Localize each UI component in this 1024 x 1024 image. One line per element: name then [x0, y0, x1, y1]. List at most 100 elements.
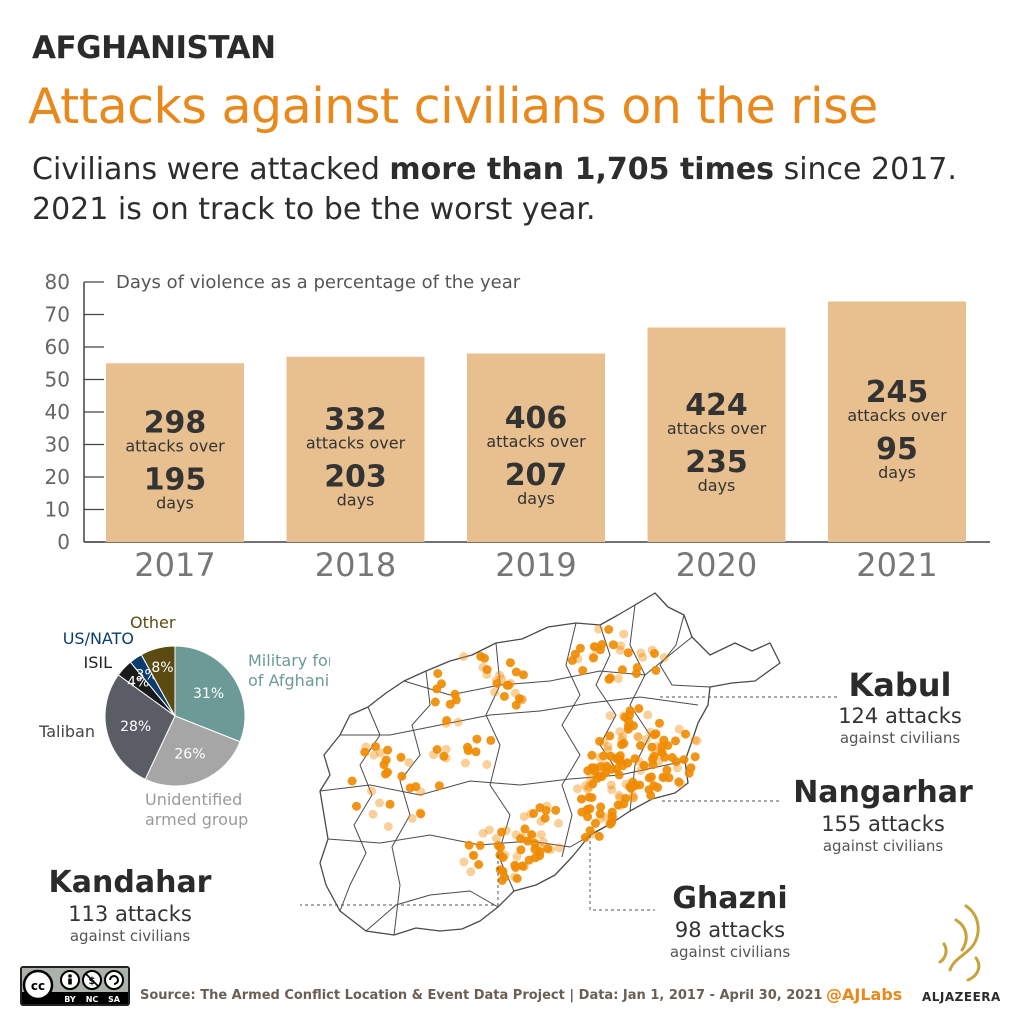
attack-dot	[651, 665, 661, 675]
attack-dot	[655, 718, 664, 728]
bar-attacks-text: attacks over	[306, 433, 406, 452]
callout-nangarhar-name: Nangarhar	[793, 775, 973, 810]
bar-days-text: days	[878, 463, 916, 482]
attack-dot	[495, 670, 505, 680]
y-tick-label: 0	[57, 530, 70, 554]
attack-dot	[530, 838, 540, 848]
attack-dot	[475, 841, 485, 850]
afghanistan-map	[300, 592, 840, 936]
attack-dot	[442, 716, 452, 725]
bar-days-label: 203	[324, 459, 387, 494]
callout-kabul-sub: against civilians	[839, 729, 961, 747]
attack-dot	[605, 819, 615, 829]
attack-dot	[681, 729, 690, 739]
attack-dot	[554, 818, 563, 828]
attack-dot	[352, 801, 361, 811]
attack-dot	[524, 855, 534, 865]
callout-kabul: Kabul 124 attacks against civilians	[780, 666, 1020, 748]
page-title: Attacks against civilians on the rise	[28, 78, 878, 135]
attack-dot	[620, 712, 630, 722]
attack-dot	[594, 771, 604, 781]
attack-dot	[608, 813, 618, 823]
attack-dot	[482, 760, 492, 769]
attack-dot	[535, 847, 545, 857]
callout-kandahar: Kandahar 113 attacks against civilians	[30, 864, 230, 946]
attack-dot	[543, 844, 553, 854]
attack-dot	[432, 745, 442, 754]
attack-dot	[617, 740, 627, 750]
license-badge-graphic: cc $ BY NC SA	[22, 968, 128, 1004]
kicker-label: AFGHANISTAN	[32, 30, 276, 66]
svg-text:cc: cc	[31, 979, 45, 993]
source-note: Source: The Armed Conflict Location & Ev…	[140, 988, 823, 1003]
pie-category-label: Unidentified	[145, 790, 242, 809]
attack-dot	[433, 669, 443, 678]
attack-dot	[674, 777, 684, 787]
subtitle: Civilians were attacked more than 1,705 …	[32, 150, 1022, 230]
attack-dot	[607, 785, 617, 795]
attack-dot	[599, 751, 608, 761]
attack-dot	[595, 814, 605, 824]
subtitle-pre: Civilians were attacked	[32, 152, 390, 187]
attack-dot	[368, 809, 378, 819]
attack-dot	[463, 742, 472, 752]
attack-dot	[451, 695, 461, 705]
pie-category-label: ISIL	[83, 653, 112, 672]
license-badge[interactable]: cc $ BY NC SA	[20, 966, 130, 1006]
attack-dot	[605, 673, 615, 683]
attack-dot	[664, 773, 674, 783]
ajlabs-handle[interactable]: @AJLabs	[826, 985, 903, 1004]
pie-category-label: Other	[130, 613, 176, 632]
pie-slice-other	[140, 645, 176, 717]
attack-dot	[605, 731, 615, 741]
attack-dot	[607, 807, 617, 817]
attack-dot	[595, 736, 605, 746]
attack-dot	[614, 770, 624, 780]
attack-dot	[686, 763, 696, 773]
attack-dot	[520, 824, 530, 834]
pie-category-label: US/NATO	[63, 629, 134, 648]
attack-dot	[584, 792, 594, 802]
attack-dot	[482, 670, 492, 679]
bar-attacks-text: attacks over	[125, 437, 225, 456]
bar-2017	[106, 363, 244, 542]
attack-dot	[582, 804, 592, 814]
bar-days-text: days	[698, 476, 736, 495]
bar-attacks-label: 424	[685, 388, 748, 423]
x-tick-label-2017: 2017	[134, 546, 215, 584]
attack-dot	[519, 862, 528, 872]
attack-dot	[623, 648, 633, 658]
y-tick-label: 50	[45, 368, 70, 392]
attack-dot	[468, 850, 478, 860]
bar-2020	[647, 327, 786, 542]
attack-dot	[625, 706, 635, 716]
bar-2019	[467, 353, 605, 542]
pie-slice-military-forces-of-afghanistan	[174, 645, 246, 743]
attack-dot	[459, 857, 469, 867]
attack-dot	[385, 799, 395, 809]
attack-dot	[505, 658, 515, 668]
bar-attacks-text: attacks over	[667, 419, 767, 438]
y-tick-label: 30	[45, 433, 70, 457]
attack-dot	[573, 654, 583, 664]
attack-dot	[649, 781, 659, 791]
attack-dot	[529, 809, 539, 818]
bar-2021	[828, 301, 966, 542]
attack-dot	[628, 791, 638, 801]
attack-dot	[486, 735, 496, 745]
license-by: BY	[64, 995, 76, 1004]
callout-kandahar-name: Kandahar	[48, 865, 212, 900]
pie-slices: 31%26%28%4%3%8%	[104, 645, 246, 787]
pie-category-label: of Afghanistan	[248, 671, 330, 690]
attack-dot	[636, 741, 645, 750]
map-callout-leaders	[300, 696, 840, 911]
attack-dot	[643, 710, 653, 720]
attack-dot	[622, 757, 632, 767]
attack-dot	[439, 751, 449, 761]
attack-dot	[499, 691, 509, 701]
attack-dot	[631, 669, 641, 678]
map-attack-dots	[347, 624, 702, 885]
bar-attacks-label: 245	[866, 375, 929, 410]
